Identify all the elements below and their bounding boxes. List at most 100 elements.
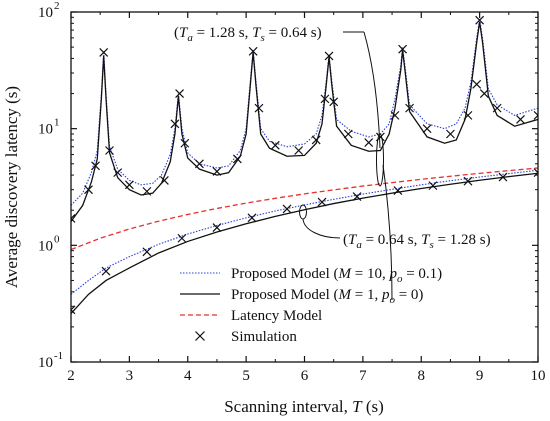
simulation-point-5-33	[475, 15, 485, 25]
y-tick-label-2: 10	[38, 122, 53, 138]
x-tick-label-7: 9	[476, 368, 484, 384]
simulation-point-5-11	[180, 138, 190, 148]
simulation-point-5-26	[390, 110, 400, 120]
x-tick-label-8: 10	[531, 368, 546, 384]
legend-marker-3	[195, 331, 205, 341]
simulation-point-5-29	[422, 124, 432, 134]
simulation-point-5-23	[343, 129, 353, 139]
legend-item-1: Proposed Model (M = 1, po = 0)	[180, 287, 423, 306]
x-tick-label-6: 8	[418, 368, 426, 384]
annotation-lower-curve	[302, 218, 341, 239]
simulation-point-5-12	[195, 159, 204, 169]
simulation-point-5-34	[479, 89, 489, 98]
simulation-point-6-6	[282, 204, 292, 214]
simulation-point-5-7	[142, 186, 152, 196]
x-tick-label-3: 5	[242, 368, 250, 384]
simulation-point-6-3	[177, 233, 187, 243]
simulation-point-5-15	[248, 46, 258, 56]
legend-item-0: Proposed Model (M = 10, po = 0.1)	[180, 266, 442, 285]
simulation-point-6-2	[142, 247, 152, 257]
simulation-point-6-5	[247, 213, 257, 223]
simulation-point-5-0	[71, 214, 76, 223]
series-line-1	[71, 21, 538, 222]
legend-label-0: Proposed Model (M = 10, po = 0.1)	[231, 266, 442, 285]
legend-label-3: Simulation	[231, 329, 297, 345]
x-axis: 2 3 4 5 6 7 8 9 10	[67, 12, 546, 384]
simulation-point-6-8	[352, 192, 362, 201]
plot-series	[71, 15, 538, 315]
simulation-point-5-21	[324, 51, 334, 61]
series-3	[71, 172, 538, 315]
simulation-point-6-1	[101, 266, 111, 276]
annotation-upper-tail	[382, 164, 393, 301]
legend-label-1: Proposed Model (M = 1, po = 0)	[231, 287, 423, 306]
series-5	[71, 15, 538, 223]
simulation-point-6-12	[498, 172, 508, 182]
simulation-point-5-22	[329, 97, 339, 107]
series-0	[71, 18, 538, 206]
annotations: (Ta = 1.28 s, Ts = 0.64 s) (Ta = 0.64 s, …	[174, 25, 491, 301]
simulation-point-5-4	[105, 146, 114, 155]
simulation-point-6-10	[428, 181, 438, 191]
series-line-0	[71, 18, 538, 206]
series-4	[71, 167, 538, 251]
y-tick-label-0: 10	[38, 355, 53, 371]
simulation-point-5-5	[113, 168, 123, 178]
simulation-point-5-27	[398, 44, 407, 54]
x-tick-label-2: 4	[184, 368, 192, 384]
simulation-point-5-8	[159, 176, 169, 185]
y-tick-exponent-3: 2	[54, 0, 60, 12]
simulation-point-5-17	[270, 140, 280, 150]
simulation-point-5-32	[472, 79, 482, 89]
y-axis-title: Average discovery latency (s)	[2, 86, 21, 288]
simulation-point-5-1	[84, 185, 93, 195]
simulation-point-6-0	[71, 305, 76, 315]
x-axis-title: Scanning interval, T (s)	[224, 397, 384, 416]
simulation-point-6-11	[463, 176, 473, 186]
simulation-point-5-3	[99, 48, 109, 57]
simulation-point-5-16	[254, 103, 264, 113]
simulation-point-5-37	[533, 110, 538, 120]
annotation-lower: (Ta = 0.64 s, Ts = 1.28 s)	[343, 232, 491, 251]
simulation-point-5-10	[175, 89, 185, 98]
simulation-point-5-6	[124, 180, 134, 190]
x-tick-label-5: 7	[359, 368, 367, 384]
series-line-3	[71, 172, 538, 315]
y-tick-exponent-1: 0	[54, 233, 60, 245]
simulation-point-5-20	[320, 94, 330, 104]
legend-item-3: Simulation	[195, 329, 297, 345]
x-tick-label-0: 2	[67, 368, 75, 384]
x-tick-label-4: 6	[301, 368, 309, 384]
simulation-point-6-9	[393, 186, 403, 195]
simulation-point-5-24	[364, 138, 374, 147]
y-tick-exponent-2: 1	[54, 117, 60, 129]
x-tick-label-1: 3	[126, 368, 134, 384]
legend-label-2: Latency Model	[231, 308, 322, 324]
series-2	[71, 169, 538, 295]
simulation-point-5-30	[446, 129, 455, 139]
simulation-point-5-18	[294, 146, 304, 155]
legend: Proposed Model (M = 10, po = 0.1) Propose…	[180, 266, 442, 345]
series-1	[71, 21, 538, 222]
legend-item-2: Latency Model	[180, 308, 322, 324]
y-tick-label-3: 10	[38, 5, 53, 21]
simulation-point-5-35	[492, 103, 502, 113]
annotation-upper: (Ta = 1.28 s, Ts = 0.64 s)	[174, 25, 322, 44]
simulation-point-5-19	[311, 135, 321, 145]
simulation-point-5-36	[516, 115, 525, 124]
series-line-2	[71, 169, 538, 295]
simulation-point-5-13	[212, 167, 222, 176]
simulation-point-6-7	[317, 197, 327, 207]
series-line-4	[71, 167, 538, 251]
simulation-point-6-4	[212, 223, 222, 232]
annotation-lower-ellipse	[299, 204, 307, 220]
annotation-upper-ellipse	[376, 133, 384, 187]
simulation-point-5-2	[91, 161, 100, 171]
simulation-point-5-31	[463, 110, 473, 120]
annotation-upper-curve	[363, 31, 381, 149]
simulation-point-5-14	[232, 154, 242, 164]
y-tick-exponent-0: -1	[54, 350, 63, 362]
simulation-point-5-9	[170, 119, 180, 129]
